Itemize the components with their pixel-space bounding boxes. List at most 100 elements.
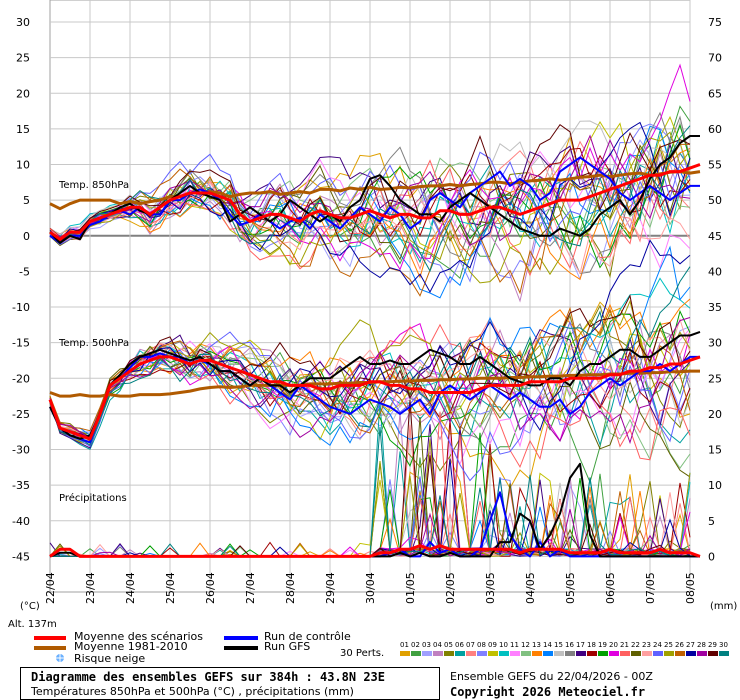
member-id-label: 01 xyxy=(400,641,409,649)
control-series-line xyxy=(49,352,700,444)
member-id-label: 17 xyxy=(576,641,585,649)
member-color-swatch xyxy=(488,651,498,656)
date-tick-label: 29/04 xyxy=(324,572,337,604)
member-id-label: 21 xyxy=(620,641,629,649)
left-tick-label: -40 xyxy=(12,515,30,528)
date-tick-label: 06/05 xyxy=(604,572,617,604)
member-color-swatch xyxy=(620,651,630,656)
chart-subtitle: Températures 850hPa et 500hPa (°C) , pré… xyxy=(31,685,354,698)
copyright: Copyright 2026 Meteociel.fr xyxy=(450,685,646,699)
member-id-label: 07 xyxy=(466,641,475,649)
member-id-label: 24 xyxy=(653,641,662,649)
legend-clim-swatch xyxy=(34,646,66,650)
member-line-850 xyxy=(49,147,691,238)
member-line-500 xyxy=(49,317,691,445)
right-tick-label: 60 xyxy=(708,123,722,136)
member-color-swatch xyxy=(642,651,652,656)
left-tick-label: -15 xyxy=(12,337,30,350)
member-id-label: 02 xyxy=(411,641,420,649)
member-color-swatch xyxy=(708,651,718,656)
left-tick-label: -20 xyxy=(12,372,30,385)
member-id-label: 10 xyxy=(499,641,508,649)
member-color-swatch xyxy=(686,651,696,656)
legend-control: Run de contrôle xyxy=(264,630,351,643)
left-unit: (°C) xyxy=(20,601,40,612)
member-color-swatch xyxy=(587,651,597,656)
right-tick-label: 15 xyxy=(708,444,722,457)
label-precip: Précipitations xyxy=(59,492,127,504)
member-id-label: 20 xyxy=(609,641,618,649)
left-tick-label: 10 xyxy=(16,159,30,172)
date-tick-label: 26/04 xyxy=(204,572,217,604)
member-color-swatch xyxy=(631,651,641,656)
member-line-500 xyxy=(49,294,691,442)
member-id-label: 27 xyxy=(686,641,695,649)
member-color-swatch xyxy=(521,651,531,656)
member-line-850 xyxy=(49,144,691,261)
member-color-swatch xyxy=(653,651,663,656)
member-id-label: 12 xyxy=(521,641,530,649)
control-series-line xyxy=(49,156,700,244)
member-color-swatch xyxy=(477,651,487,656)
legend-control-swatch xyxy=(224,636,258,640)
right-tick-label: 20 xyxy=(708,408,722,421)
left-tick-label: -25 xyxy=(12,408,30,421)
member-id-label: 23 xyxy=(642,641,651,649)
left-tick-label: -35 xyxy=(12,479,30,492)
right-tick-label: 75 xyxy=(708,16,722,29)
member-color-swatch xyxy=(576,651,586,656)
member-color-swatch xyxy=(664,651,674,656)
mean-series-line xyxy=(49,163,701,241)
member-legend: 01 02 03 04 05 06 07 08 09 10 11 12 13 14 15 16 17 18 19 20… xyxy=(400,641,729,656)
member-id-label: 14 xyxy=(543,641,552,649)
right-tick-label: 50 xyxy=(708,194,722,207)
member-line-850 xyxy=(49,120,691,253)
right-tick-label: 65 xyxy=(708,87,722,100)
member-color-swatch xyxy=(444,651,454,656)
member-id-label: 30 xyxy=(719,641,728,649)
member-color-swatch xyxy=(466,651,476,656)
member-id-label: 29 xyxy=(708,641,717,649)
altitude-label: Alt. 137m xyxy=(8,619,57,630)
member-id-label: 28 xyxy=(697,641,706,649)
member-color-swatch xyxy=(532,651,542,656)
left-axis-ticks: 30 25 20 15 10 5 0 -5 -10 -15 -20 -25 -30 -35 -40 -45 xyxy=(12,16,30,563)
left-tick-label: 15 xyxy=(16,123,30,136)
member-line-850 xyxy=(49,124,691,243)
left-tick-label: -5 xyxy=(19,265,30,278)
date-tick-label: 30/04 xyxy=(364,572,377,604)
legend-snow: Risque neige xyxy=(74,652,146,665)
member-color-swatch xyxy=(675,651,685,656)
date-tick-label: 27/04 xyxy=(244,572,257,604)
date-tick-label: 05/05 xyxy=(564,572,577,604)
left-tick-label: 0 xyxy=(23,230,30,243)
left-tick-label: -45 xyxy=(12,550,30,563)
member-color-swatch xyxy=(411,651,421,656)
member-id-label: 05 xyxy=(444,641,453,649)
member-color-swatch xyxy=(609,651,619,656)
member-id-label: 09 xyxy=(488,641,497,649)
date-tick-label: 04/05 xyxy=(524,572,537,604)
member-line-500 xyxy=(49,326,691,440)
right-tick-label: 55 xyxy=(708,159,722,172)
member-color-swatch xyxy=(543,651,553,656)
member-color-swatch xyxy=(554,651,564,656)
gfs-series-line xyxy=(49,330,701,440)
member-line-500 xyxy=(49,341,691,440)
member-id-label: 19 xyxy=(598,641,607,649)
member-color-swatch xyxy=(400,651,410,656)
member-line-850 xyxy=(49,143,690,297)
left-tick-label: 5 xyxy=(23,194,30,207)
member-id-label: 08 xyxy=(477,641,486,649)
member-color-swatch xyxy=(719,651,729,656)
right-tick-label: 35 xyxy=(708,301,722,314)
member-id-label: 16 xyxy=(565,641,574,649)
member-line-500 xyxy=(49,266,691,446)
legend-gfs-swatch xyxy=(224,646,258,650)
member-color-swatch xyxy=(510,651,520,656)
legend-gfs: Run GFS xyxy=(264,640,311,653)
member-color-swatch xyxy=(433,651,443,656)
right-tick-label: 0 xyxy=(708,550,715,563)
label-t850: Temp. 850hPa xyxy=(58,180,129,191)
